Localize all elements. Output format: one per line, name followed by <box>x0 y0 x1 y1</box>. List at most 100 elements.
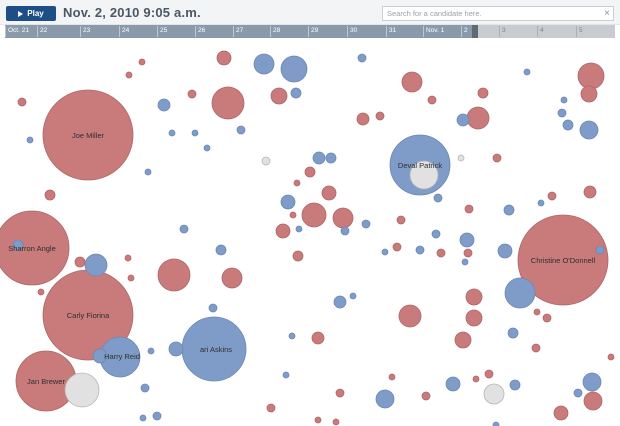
bubble[interactable] <box>507 327 519 339</box>
bubble[interactable] <box>157 258 191 292</box>
bubble[interactable] <box>139 414 147 422</box>
bubble-gray[interactable] <box>483 383 505 405</box>
bubble[interactable] <box>84 253 108 277</box>
bubble[interactable] <box>293 179 301 187</box>
bubble[interactable] <box>431 229 441 239</box>
bubble[interactable] <box>288 332 296 340</box>
bubble[interactable] <box>497 243 513 259</box>
bubble[interactable] <box>266 403 276 413</box>
bubble[interactable] <box>398 304 422 328</box>
bubble[interactable] <box>157 98 171 112</box>
bubble[interactable] <box>44 189 56 201</box>
bubble[interactable] <box>557 108 567 118</box>
bubble[interactable] <box>465 309 483 327</box>
bubble[interactable] <box>140 383 150 393</box>
bubble[interactable] <box>456 113 470 127</box>
bubble[interactable] <box>560 96 568 104</box>
bubble[interactable] <box>463 248 473 258</box>
bubble[interactable] <box>388 373 396 381</box>
bubble[interactable] <box>396 215 406 225</box>
bubble[interactable] <box>304 166 316 178</box>
bubble[interactable] <box>492 421 500 426</box>
bubble[interactable] <box>381 248 389 256</box>
bubble[interactable] <box>289 211 297 219</box>
bubble[interactable] <box>595 245 605 255</box>
bubble-gray[interactable] <box>64 372 100 408</box>
bubble[interactable] <box>332 418 340 426</box>
bubble[interactable] <box>503 204 515 216</box>
bubble[interactable] <box>553 405 569 421</box>
bubble[interactable] <box>537 199 545 207</box>
bubble[interactable] <box>125 71 133 79</box>
bubble[interactable] <box>26 136 34 144</box>
bubble[interactable] <box>332 207 354 229</box>
bubble[interactable] <box>301 202 327 228</box>
bubble-gray[interactable] <box>457 154 465 162</box>
bubble[interactable] <box>282 371 290 379</box>
bubble[interactable] <box>577 62 605 90</box>
bubble[interactable] <box>356 112 370 126</box>
bubble[interactable] <box>361 219 371 229</box>
bubble[interactable] <box>415 245 425 255</box>
bubble[interactable] <box>292 250 304 262</box>
bubble[interactable] <box>191 129 199 137</box>
bubble[interactable] <box>401 71 423 93</box>
bubble[interactable] <box>253 53 275 75</box>
candidate-bubble[interactable] <box>0 210 70 286</box>
bubble[interactable] <box>275 223 291 239</box>
candidate-bubble[interactable] <box>42 89 134 181</box>
bubble[interactable] <box>208 303 218 313</box>
timeline-handle[interactable] <box>472 25 478 38</box>
bubble[interactable] <box>138 58 146 66</box>
bubble[interactable] <box>335 388 345 398</box>
bubble[interactable] <box>333 295 347 309</box>
bubble[interactable] <box>311 331 325 345</box>
bubble[interactable] <box>436 248 446 258</box>
bubble[interactable] <box>509 379 521 391</box>
bubble[interactable] <box>459 232 475 248</box>
bubble[interactable] <box>465 288 483 306</box>
bubble[interactable] <box>295 225 303 233</box>
bubble[interactable] <box>579 120 599 140</box>
bubble[interactable] <box>349 292 357 300</box>
bubble[interactable] <box>187 89 197 99</box>
bubble[interactable] <box>152 411 162 421</box>
bubble[interactable] <box>547 191 557 201</box>
search-input[interactable] <box>383 7 597 20</box>
bubble[interactable] <box>562 119 574 131</box>
bubble[interactable] <box>216 50 232 66</box>
bubble[interactable] <box>17 97 27 107</box>
bubble-gray[interactable] <box>409 160 439 190</box>
bubble[interactable] <box>477 87 489 99</box>
bubble[interactable] <box>375 111 385 121</box>
bubble[interactable] <box>472 375 480 383</box>
search-box[interactable]: × <box>382 6 614 21</box>
bubble[interactable] <box>427 95 437 105</box>
bubble[interactable] <box>375 389 395 409</box>
bubble[interactable] <box>433 193 443 203</box>
bubble[interactable] <box>12 239 24 251</box>
bubble[interactable] <box>211 86 245 120</box>
bubble[interactable] <box>168 341 184 357</box>
bubble[interactable] <box>314 416 322 424</box>
bubble[interactable] <box>280 55 308 83</box>
bubble[interactable] <box>37 288 45 296</box>
bubble[interactable] <box>144 168 152 176</box>
bubble[interactable] <box>74 256 86 268</box>
bubble[interactable] <box>290 87 302 99</box>
bubble[interactable] <box>583 185 597 199</box>
bubble[interactable] <box>221 267 243 289</box>
bubble[interactable] <box>168 129 176 137</box>
bubble[interactable] <box>523 68 531 76</box>
bubble[interactable] <box>461 258 469 266</box>
bubble[interactable] <box>392 242 402 252</box>
bubble[interactable] <box>92 348 108 364</box>
bubble[interactable] <box>580 85 598 103</box>
bubble-gray[interactable] <box>261 156 271 166</box>
bubble[interactable] <box>533 308 541 316</box>
bubble[interactable] <box>340 226 350 236</box>
bubble[interactable] <box>484 369 494 379</box>
bubble[interactable] <box>270 87 288 105</box>
candidate-bubble[interactable] <box>517 214 609 306</box>
